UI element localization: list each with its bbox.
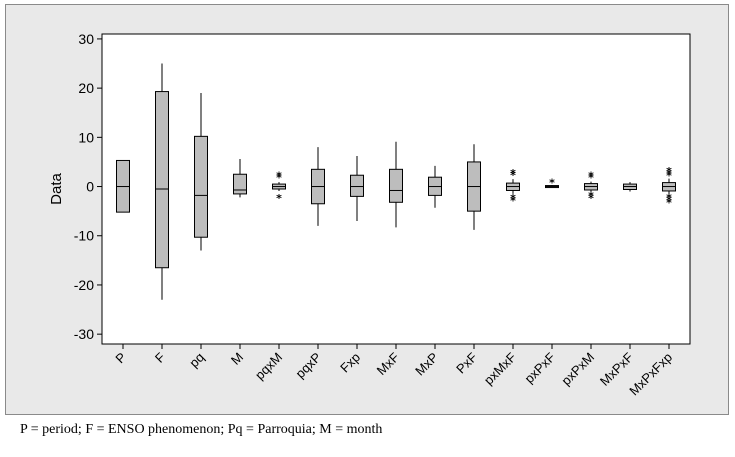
- outlier-point: *: [510, 169, 516, 182]
- outlier-point: *: [666, 165, 672, 178]
- outlier-point: *: [276, 192, 282, 205]
- outlier-point: *: [666, 170, 672, 183]
- box-MxF: [389, 141, 403, 228]
- box-MxP: [428, 165, 442, 208]
- x-tick-label: pxPxF: [521, 349, 558, 386]
- outlier-point: *: [510, 194, 516, 207]
- box-PxF: [467, 144, 481, 230]
- iqr-box: [194, 135, 208, 238]
- x-tick-label: pq: [186, 350, 207, 371]
- outlier-point: *: [588, 189, 594, 202]
- iqr-box: [233, 173, 247, 195]
- iqr-box: [155, 91, 169, 269]
- box-pxMxF: ****: [506, 167, 520, 207]
- box-F: [155, 63, 169, 300]
- y-tick-label: 0: [86, 179, 94, 195]
- x-tick-label: pqxM: [252, 350, 285, 383]
- box-pxPxM: ****: [584, 170, 598, 205]
- x-tick-label: pxPxM: [558, 350, 597, 389]
- x-tick-label: PxF: [453, 349, 480, 376]
- outlier-point: *: [666, 191, 672, 204]
- box-P: [116, 159, 130, 213]
- figure-caption: P = period; F = ENSO phenomenon; Pq = Pa…: [20, 422, 383, 437]
- box-pqxP: [311, 147, 325, 226]
- box-Fxp: [350, 156, 364, 221]
- outlier-point: *: [588, 170, 594, 183]
- y-axis-title: Data: [48, 173, 65, 205]
- box-pqxM: ***: [272, 170, 286, 205]
- outlier-point: *: [549, 177, 555, 190]
- box-MxPxFxp: ******: [662, 165, 676, 209]
- x-tick-label: P: [112, 350, 129, 367]
- iqr-box: [350, 174, 364, 197]
- outlier-point: *: [666, 196, 672, 209]
- y-tick-label: 20: [78, 80, 94, 96]
- boxes: ******************: [116, 63, 676, 300]
- box-pq: [194, 93, 208, 251]
- x-tick-label: Fxp: [337, 350, 363, 376]
- y-tick-label: -20: [74, 277, 94, 293]
- outlier-point: *: [588, 172, 594, 185]
- x-tick-label: pqxP: [293, 350, 325, 382]
- outlier-point: *: [510, 167, 516, 180]
- y-tick-label: -10: [74, 228, 94, 244]
- x-tick-label: pxMxF: [481, 349, 519, 387]
- x-tick-label: MxP: [412, 350, 441, 379]
- x-tick-label: M: [228, 350, 246, 368]
- box-pxPxF: *: [545, 177, 559, 190]
- y-tick-label: 30: [78, 31, 94, 47]
- x-tick-label: MxPxFxp: [626, 350, 675, 399]
- outlier-point: *: [666, 167, 672, 180]
- box-M: [233, 158, 247, 198]
- outlier-point: *: [276, 170, 282, 183]
- outlier-point: *: [510, 192, 516, 205]
- iqr-box: [389, 168, 403, 203]
- y-tick-label: 10: [78, 129, 94, 145]
- outlier-point: *: [588, 192, 594, 205]
- y-tick-label: -30: [74, 326, 94, 342]
- x-tick-label: MxF: [374, 349, 403, 378]
- x-tick-label: F: [152, 349, 168, 365]
- box-MxPxF: [623, 182, 637, 192]
- y-axis: -30 -20 -10 0 10 20 30: [74, 31, 102, 342]
- outlier-point: *: [666, 194, 672, 207]
- outlier-point: *: [276, 172, 282, 185]
